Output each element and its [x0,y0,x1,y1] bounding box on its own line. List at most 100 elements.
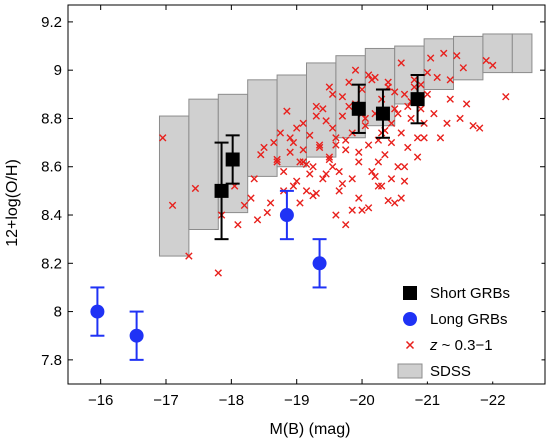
axes-layer: −16 −17 −18 −19 −20 −21 −22 7.8 8 8.2 8.4 8.6 8.8 9 9.… [41,4,546,409]
legend-square-icon [403,286,417,300]
cross-point-72 [263,208,271,217]
cross-point-28 [319,175,327,183]
cross-point-129 [384,196,392,205]
legend-label-2: z ~ 0.3−1 [429,337,493,354]
legend-entry-3: SDSS [397,363,471,380]
cross-point-1 [168,201,177,210]
cross-point-132 [371,172,379,181]
legend-cross-icon [405,340,415,350]
x-tick-label-1: −17 [153,392,178,409]
cross-point-74 [296,199,304,207]
x-tick-label-4: −20 [349,392,374,409]
cross-point-39 [355,158,363,166]
cross-point-49 [387,119,396,127]
cross-point-87 [315,141,324,149]
cross-point-7 [234,220,242,229]
sdss-box-layer [158,33,533,257]
cross-point-20 [293,124,301,132]
cross-point-69 [489,61,497,70]
sdss-box-10 [453,35,484,81]
cross-point-119 [293,177,301,185]
cross-point-100 [453,51,461,60]
cross-point-122 [355,194,363,202]
cross-point-60 [423,90,432,99]
cross-point-99 [440,49,448,57]
y-tick-label-3: 8.4 [41,207,62,224]
cross-point-9 [250,175,258,183]
cross-point-0 [159,134,167,142]
cross-point-130 [312,189,320,197]
cross-point-71 [240,201,249,210]
x-tick-label-6: −22 [480,392,505,409]
cross-point-23 [302,187,311,195]
short-grb-point-2 [351,101,366,116]
cross-point-27 [315,143,324,152]
cross-point-56 [410,76,419,84]
cross-point-50 [391,105,399,113]
short-grb-point-1 [225,152,240,167]
cross-point-128 [358,206,366,214]
cross-point-18 [286,148,294,156]
cross-point-3 [191,184,200,193]
cross-point-97 [397,59,405,67]
long-grb-point-0 [90,304,105,319]
cross-point-21 [296,158,304,166]
cross-point-62 [436,134,445,142]
cross-point-109 [391,88,399,96]
sdss-box-12 [511,33,533,74]
cross-point-113 [319,105,327,113]
long-grb-point-2 [279,208,294,223]
cross-point-114 [338,93,347,101]
x-tick-label-2: −18 [219,392,244,409]
legend-label-1: Long GRBs [430,311,508,328]
cross-point-24 [306,131,314,140]
cross-point-13 [270,138,278,147]
cross-point-73 [289,182,298,190]
cross-point-141 [387,175,396,183]
cross-point-101 [273,158,281,166]
cross-point-76 [322,170,330,178]
cross-point-111 [417,80,425,89]
cross-point-94 [325,83,334,91]
plot-frame [67,4,546,385]
cross-point-84 [413,153,422,161]
y-tick-label-7: 9.2 [41,14,62,31]
cross-point-34 [338,112,347,120]
cross-point-68 [475,124,484,132]
cross-point-15 [276,129,285,137]
cross-point-26 [312,102,320,111]
cross-point-98 [426,54,435,62]
cross-point-140 [364,204,373,212]
cross-point-19 [289,138,298,147]
cross-point-118 [423,68,432,77]
cross-point-14 [273,155,281,164]
cross-point-33 [335,167,343,176]
cross-point-82 [387,138,396,147]
cross-point-61 [430,109,438,118]
cross-point-123 [374,182,383,190]
cross-point-144 [482,56,490,65]
cross-point-105 [332,141,340,149]
cross-point-70 [502,93,510,101]
y-tick-label-6: 9 [54,62,62,79]
cross-point-58 [417,105,425,113]
cross-point-117 [410,83,419,91]
cross-point-125 [253,216,262,224]
cross-point-16 [279,167,288,176]
cross-point-29 [322,117,330,125]
cross-point-22 [299,119,307,127]
cross-point-67 [469,122,477,130]
cross-point-11 [260,143,268,152]
sdss-box-3 [247,79,278,177]
cross-point-143 [459,64,468,72]
cross-point-47 [381,150,389,159]
cross-point-116 [384,78,392,86]
legend-entry-1: Long GRBs [403,311,508,328]
cross-point-51 [394,163,402,171]
legend-label-0: Short GRBs [430,285,510,302]
cross-point-106 [345,102,353,111]
cross-point-52 [397,129,405,137]
cross-point-95 [351,66,360,74]
cross-point-78 [348,175,356,183]
